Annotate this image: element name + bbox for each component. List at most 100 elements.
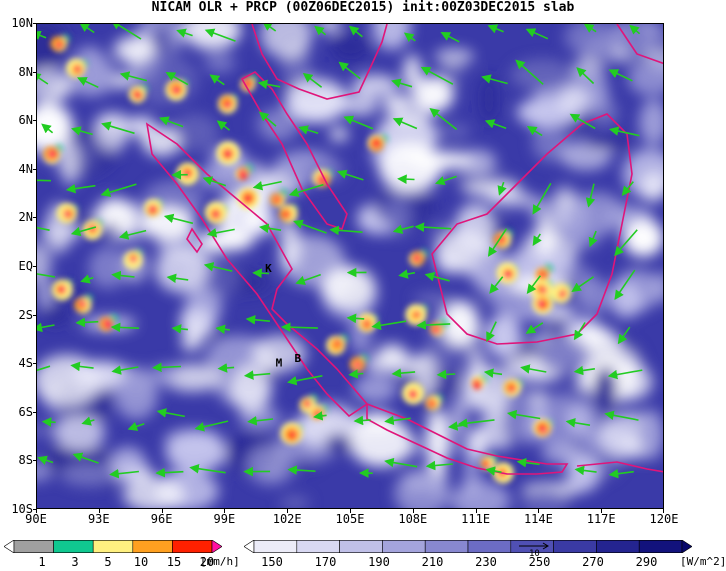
wind-arrow: [391, 368, 416, 378]
lat-label: 4S: [18, 356, 33, 371]
precipitation-field: [43, 34, 573, 484]
olr-cloud: [638, 409, 663, 460]
wind-arrow: [37, 273, 56, 278]
lon-tick: [663, 509, 664, 513]
wind-arrow: [215, 324, 230, 335]
olr-cloud: [285, 78, 348, 123]
olr-cloud: [246, 444, 295, 486]
wind-arrow: [497, 181, 507, 196]
olr-cloud: [403, 54, 422, 91]
olr-cloud: [622, 219, 663, 257]
olr-cloud: [60, 463, 117, 487]
wind-arrow: [338, 61, 361, 80]
wind-arrow: [37, 222, 50, 233]
olr-cloud: [454, 203, 495, 255]
wind-arrow: [484, 119, 507, 129]
colorbar-swatch: [132, 540, 173, 553]
colorbar-swatch: [244, 540, 255, 553]
precip-cell: [560, 291, 565, 296]
wind-arrow: [206, 228, 235, 238]
wind-arrow: [515, 59, 544, 85]
wind-arrow: [353, 415, 371, 426]
lat-label: 2S: [18, 307, 33, 322]
colorbar-tick-label: 230: [475, 555, 497, 569]
wind-arrow: [516, 457, 540, 468]
coastline-malay-peninsula: [240, 71, 348, 231]
precip-cell: [226, 103, 231, 108]
olr-cloud: [204, 53, 236, 73]
colorbar-swatch: [382, 540, 426, 553]
olr-cloud: [180, 334, 202, 351]
wind-arrow: [604, 410, 639, 421]
wind-arrow: [110, 24, 142, 40]
wind-arrow: [617, 326, 631, 345]
precip-cell: [364, 321, 368, 325]
colorbar-swatch: [253, 540, 298, 553]
colorbar-swatch: [172, 540, 213, 553]
lon-label: 117E: [586, 512, 616, 526]
precip-cell: [354, 362, 360, 368]
lat-label: 8N: [18, 64, 33, 79]
wind-arrow: [101, 121, 135, 135]
wind-arrow: [127, 421, 145, 431]
olr-cloud: [463, 183, 524, 196]
wind-arrow: [416, 320, 451, 330]
coastline-east-edge: [616, 24, 663, 65]
olr-cloud: [37, 242, 52, 284]
olr-cloud: [170, 113, 219, 151]
coastline-borneo: [431, 113, 633, 345]
lon-label: 93E: [87, 512, 110, 526]
reference-vector-arrow: [519, 542, 549, 550]
wind-arrow: [614, 269, 636, 301]
lon-tick: [538, 509, 540, 513]
wind-arrow: [247, 416, 274, 426]
precip-cell: [56, 43, 61, 47]
wind-arrow: [483, 368, 503, 378]
olr-cloud: [450, 396, 467, 438]
place-marker-label: B: [294, 352, 301, 365]
wind-arrow: [424, 272, 450, 282]
olr-cloud: [341, 92, 379, 117]
wind-arrow: [262, 24, 277, 32]
wind-arrow: [65, 183, 96, 194]
precip-cell: [131, 257, 136, 263]
precip-cell: [429, 401, 433, 405]
wind-arrow: [457, 418, 495, 428]
colorbar-swatch: [681, 540, 692, 553]
olr-cloud: [463, 449, 481, 497]
wind-arrow: [629, 24, 641, 35]
colorbar-swatch: [4, 540, 15, 553]
coastlines: [145, 24, 663, 475]
precip-cell: [335, 342, 338, 345]
precip-cell: [49, 152, 54, 157]
wind-arrow: [583, 24, 597, 33]
precip-cell: [223, 150, 233, 160]
colorbar-tick-label: 270: [582, 555, 604, 569]
precip-cell: [329, 338, 344, 352]
lat-tick: [33, 460, 37, 462]
colorbar-tick-label: 250: [528, 555, 551, 569]
precip-cell: [226, 150, 230, 155]
wind-arrow: [526, 275, 542, 294]
precip-cell: [414, 256, 420, 261]
olr-cloud: [54, 414, 105, 451]
wind-arrow: [37, 455, 54, 465]
wind-arrow: [434, 175, 457, 186]
olr-cloud: [627, 61, 663, 96]
wind-arrow: [436, 369, 456, 380]
precip-cell: [173, 87, 178, 93]
wind-arrow: [109, 468, 139, 479]
lat-tick: [33, 314, 37, 316]
wind-arrow: [520, 364, 547, 374]
olr-cloud: [510, 58, 575, 91]
wind-vectors: [37, 24, 643, 479]
wind-arrow: [414, 222, 452, 232]
lat-label: 10N: [11, 16, 33, 30]
precip-cell: [541, 287, 545, 292]
colorbar-swatch: [211, 540, 222, 553]
olr-cloud: [541, 441, 579, 464]
olr-cloud: [155, 246, 210, 293]
wind-arrow: [429, 108, 458, 131]
olr-cloud: [329, 127, 349, 142]
precip-cell: [541, 427, 546, 433]
